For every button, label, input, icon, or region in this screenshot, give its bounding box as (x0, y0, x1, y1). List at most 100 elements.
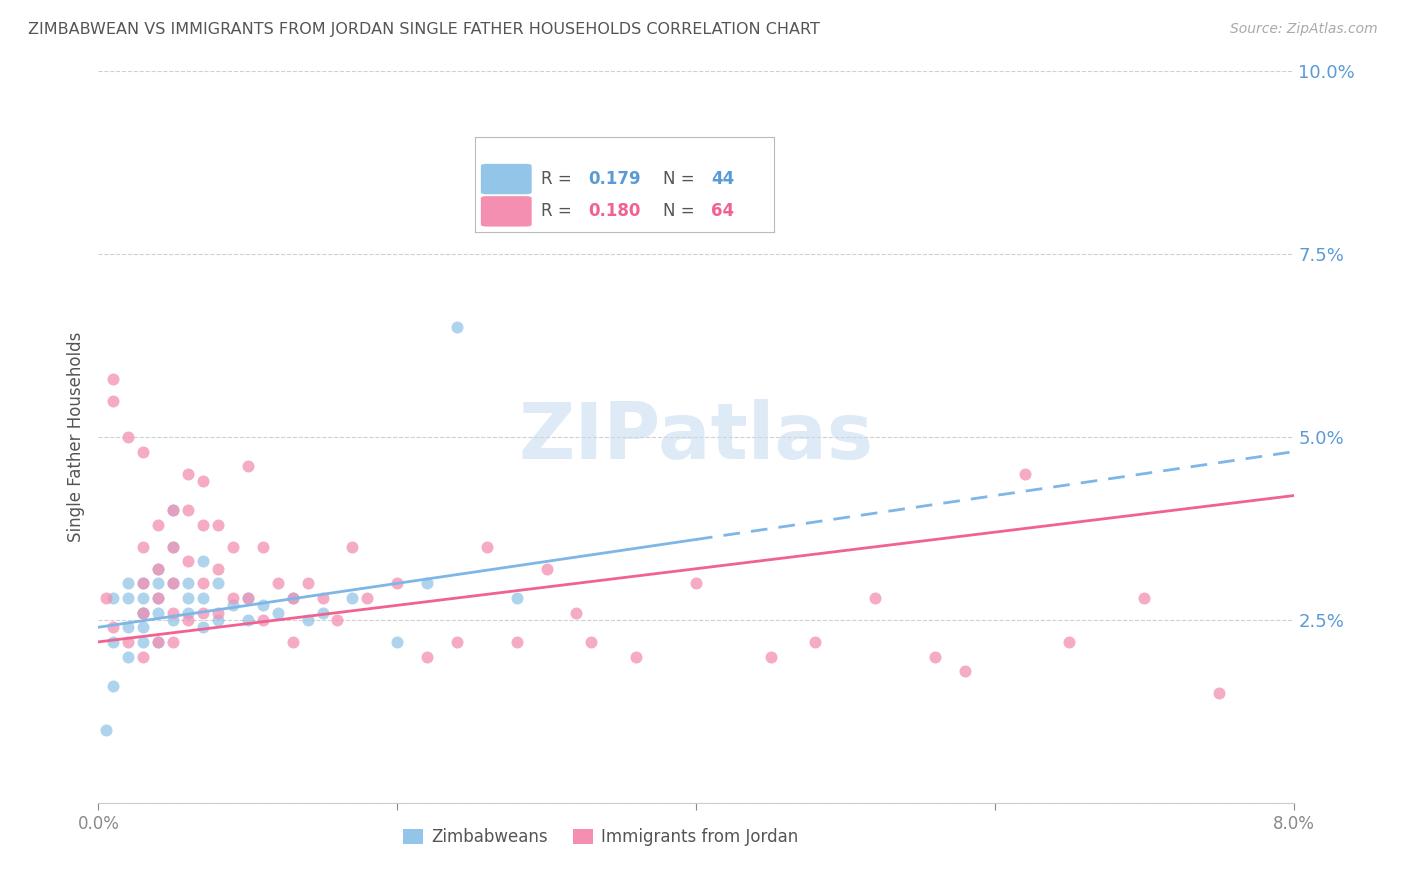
Point (148, 562, 170, 576)
Point (1208, 686, 1230, 700)
Point (191, 606, 214, 620)
Point (132, 606, 155, 620)
Point (281, 591, 304, 605)
Point (252, 599, 274, 613)
Point (132, 635, 155, 649)
Point (222, 540, 245, 554)
Point (177, 467, 200, 481)
Point (565, 606, 588, 620)
Point (94, 591, 117, 605)
Point (252, 540, 274, 554)
Point (236, 459, 259, 474)
Point (953, 664, 976, 678)
Point (103, 679, 125, 693)
Point (148, 591, 170, 605)
Point (297, 576, 319, 591)
Text: ZIMBABWEAN VS IMMIGRANTS FROM JORDAN SINGLE FATHER HOUSEHOLDS CORRELATION CHART: ZIMBABWEAN VS IMMIGRANTS FROM JORDAN SIN… (28, 22, 820, 37)
Point (267, 576, 290, 591)
Point (342, 591, 364, 605)
Point (191, 474, 214, 488)
Point (222, 591, 245, 605)
Point (191, 517, 214, 532)
Point (506, 635, 529, 649)
Point (506, 591, 529, 605)
Point (162, 606, 184, 620)
Point (162, 635, 184, 649)
Point (1133, 591, 1156, 605)
Point (103, 393, 125, 408)
Point (297, 613, 319, 627)
Point (177, 613, 200, 627)
Point (626, 649, 648, 664)
Point (132, 576, 155, 591)
Point (281, 591, 304, 605)
Point (103, 371, 125, 385)
Point (236, 591, 259, 605)
Point (132, 649, 155, 664)
Point (162, 576, 184, 591)
Point (536, 562, 558, 576)
Point (446, 320, 468, 334)
Y-axis label: Single Father Households: Single Father Households (66, 332, 84, 542)
Point (132, 540, 155, 554)
Point (207, 562, 229, 576)
Point (191, 576, 214, 591)
Point (475, 540, 498, 554)
Point (103, 635, 125, 649)
Point (191, 591, 214, 605)
Point (117, 591, 139, 605)
Point (252, 613, 274, 627)
Point (177, 591, 200, 605)
Point (117, 635, 139, 649)
Point (236, 613, 259, 627)
Point (326, 613, 349, 627)
Point (117, 430, 139, 444)
Point (162, 503, 184, 517)
Point (177, 606, 200, 620)
Point (804, 635, 827, 649)
Point (177, 503, 200, 517)
Point (132, 444, 155, 458)
Point (581, 635, 603, 649)
Point (148, 635, 170, 649)
Point (162, 503, 184, 517)
Point (94, 723, 117, 737)
Text: Source: ZipAtlas.com: Source: ZipAtlas.com (1230, 22, 1378, 37)
Point (207, 606, 229, 620)
Point (162, 576, 184, 591)
Point (191, 554, 214, 568)
Point (222, 599, 245, 613)
Point (207, 613, 229, 627)
Point (117, 649, 139, 664)
Point (924, 649, 946, 664)
Point (446, 635, 468, 649)
Point (416, 649, 439, 664)
Point (385, 635, 409, 649)
Point (267, 606, 290, 620)
Point (148, 591, 170, 605)
Point (191, 620, 214, 634)
Point (148, 606, 170, 620)
Point (132, 620, 155, 634)
Point (132, 606, 155, 620)
Point (117, 620, 139, 634)
Point (207, 517, 229, 532)
Point (148, 562, 170, 576)
Point (865, 591, 887, 605)
Point (685, 576, 707, 591)
Point (132, 591, 155, 605)
Point (177, 576, 200, 591)
Point (103, 591, 125, 605)
Point (162, 540, 184, 554)
Point (416, 576, 439, 591)
Point (132, 606, 155, 620)
Point (311, 606, 333, 620)
Point (132, 576, 155, 591)
Point (148, 576, 170, 591)
Point (236, 591, 259, 605)
Point (342, 540, 364, 554)
Point (356, 591, 378, 605)
Point (1059, 635, 1081, 649)
Point (148, 517, 170, 532)
Point (281, 635, 304, 649)
